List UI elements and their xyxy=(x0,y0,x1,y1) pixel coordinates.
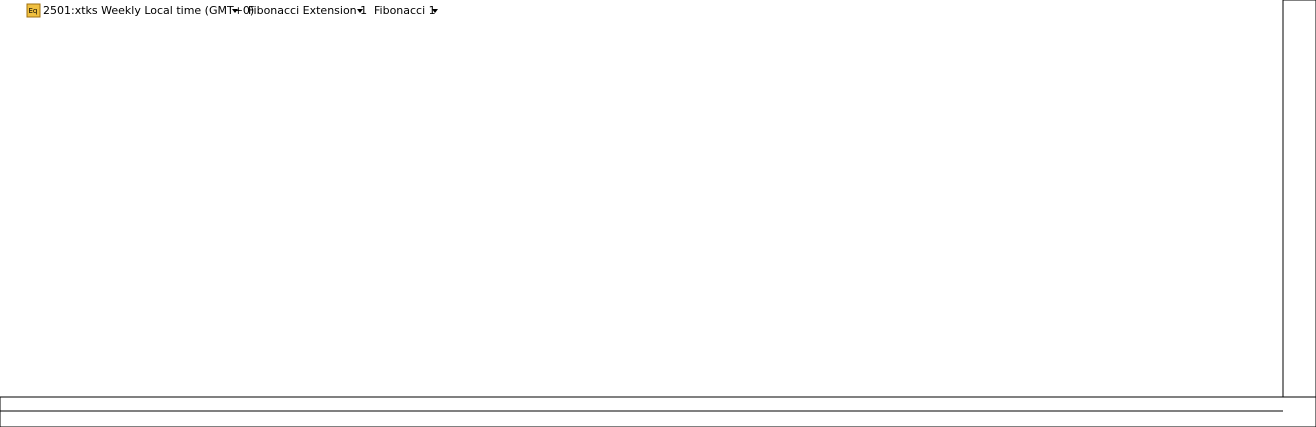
icon-label: Eq xyxy=(29,7,38,15)
tool-menu[interactable]: Fibonacci 1 xyxy=(374,4,436,17)
dropdown-arrow[interactable] xyxy=(357,9,363,13)
icon[interactable] xyxy=(26,3,41,18)
toolbar: Eq 2501:xtks Weekly Local time (GMT+0) F… xyxy=(1,1,441,19)
dropdown-arrow[interactable] xyxy=(432,9,438,13)
y-axis xyxy=(1282,0,1316,398)
x-axis xyxy=(0,396,1316,427)
dropdown-arrow[interactable] xyxy=(232,9,238,13)
symbol-menu[interactable]: 2501:xtks Weekly Local time (GMT+0) xyxy=(43,4,254,17)
tool-menu[interactable]: Fibonacci Extension 1 xyxy=(248,4,367,17)
toolbar-bg xyxy=(1,1,441,19)
